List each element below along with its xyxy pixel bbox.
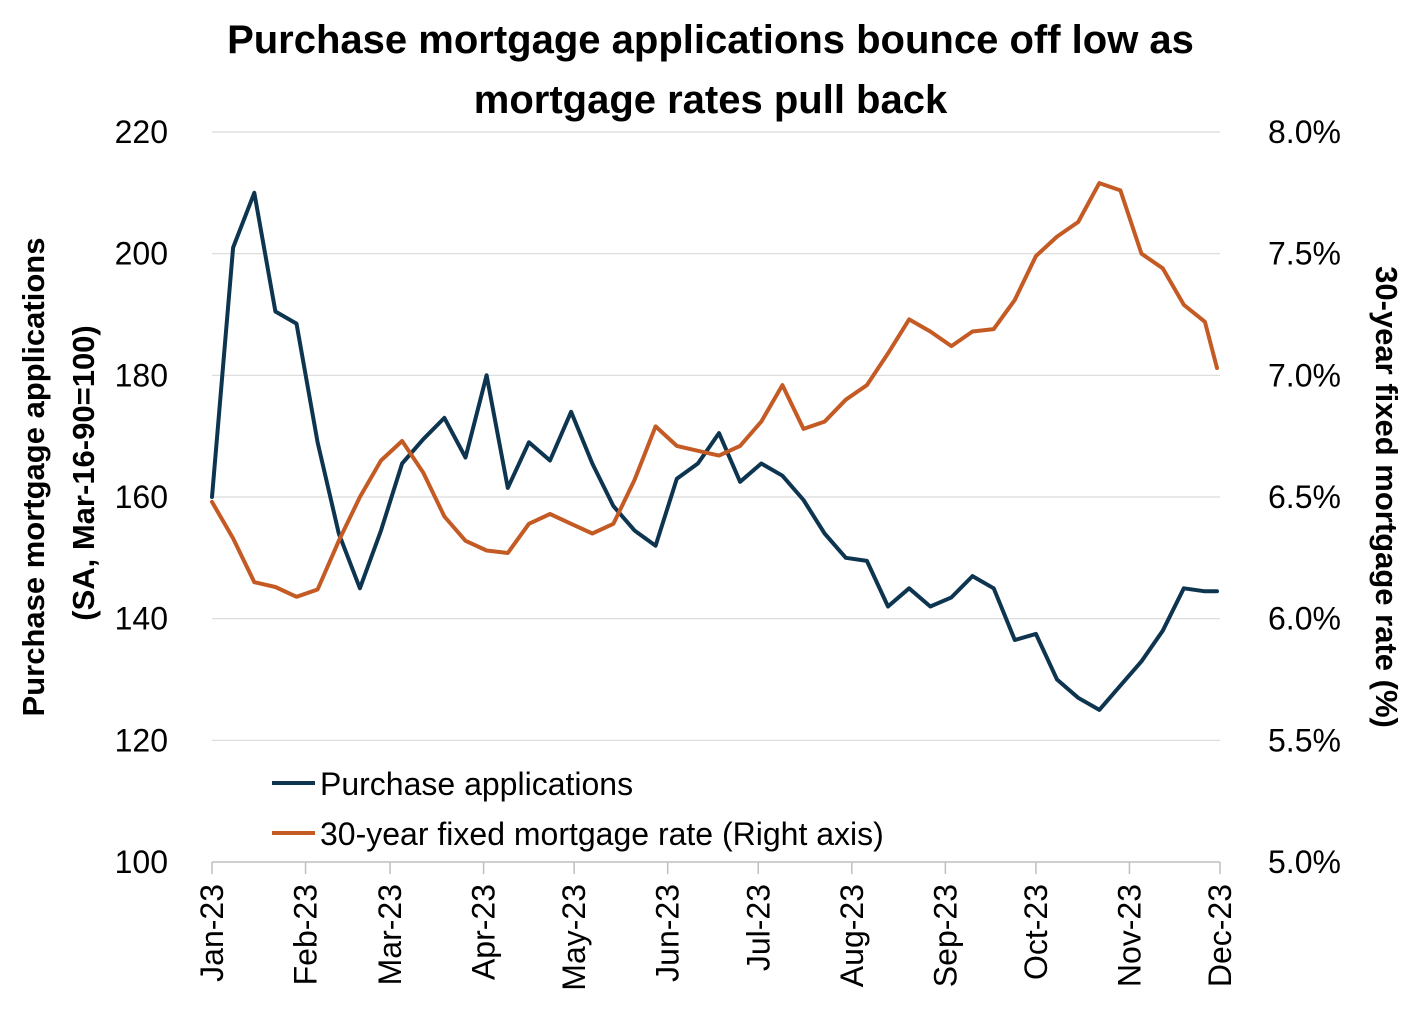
right-y-tick-label: 8.0% [1268, 114, 1341, 150]
x-tick-label: Dec-23 [1202, 884, 1238, 987]
left-y-axis-ticks: 100 120 140 160 180 200 220 [115, 114, 168, 880]
grid-lines [212, 131, 1220, 741]
x-tick-label: Apr-23 [466, 884, 502, 980]
chart-title-line-2: mortgage rates pull back [473, 78, 948, 122]
left-y-tick-label: 120 [115, 722, 168, 758]
x-tick-label: Jun-23 [650, 884, 686, 982]
legend-label-purchase: Purchase applications [320, 766, 633, 802]
x-tick-label: Oct-23 [1018, 884, 1054, 980]
x-tick-label: Jan-23 [194, 884, 230, 982]
x-tick-label: Mar-23 [372, 884, 408, 985]
left-y-tick-label: 180 [115, 357, 168, 393]
left-axis-title-line-2: (SA, Mar-16-90=100) [66, 325, 101, 621]
right-y-tick-label: 6.5% [1268, 479, 1341, 515]
right-y-tick-label: 7.0% [1268, 357, 1341, 393]
right-axis-title: 30-year fixed mortgage rate (%) [1369, 266, 1404, 728]
right-y-tick-label: 7.5% [1268, 236, 1341, 272]
left-y-tick-label: 220 [115, 114, 168, 150]
right-y-tick-label: 6.0% [1268, 601, 1341, 637]
legend: Purchase applications 30-year fixed mort… [272, 766, 884, 852]
mortgage-rate-line [210, 181, 1219, 599]
left-y-tick-label: 100 [115, 844, 168, 880]
x-tick-label: Jul-23 [740, 884, 776, 971]
x-tick-label: May-23 [556, 884, 592, 991]
left-axis-title-line-1: Purchase mortgage applications [16, 238, 51, 717]
x-tick-label: Sep-23 [927, 884, 963, 987]
right-y-tick-label: 5.0% [1268, 844, 1341, 880]
left-y-tick-label: 200 [115, 236, 168, 272]
x-axis: Jan-23 Feb-23 Mar-23 Apr-23 May-23 Jun-23 Jul-… [194, 861, 1238, 991]
x-tick-label: Feb-23 [288, 884, 324, 985]
legend-label-rate: 30-year fixed mortgage rate (Right axis) [320, 816, 884, 852]
x-tick-label: Nov-23 [1111, 884, 1147, 987]
right-y-axis-ticks: 5.0% 5.5% 6.0% 6.5% 7.0% 7.5% 8.0% [1268, 114, 1341, 880]
chart-title-line-1: Purchase mortgage applications bounce of… [227, 18, 1194, 62]
left-y-tick-label: 160 [115, 479, 168, 515]
left-y-tick-label: 140 [115, 601, 168, 637]
series-lines [210, 181, 1219, 712]
purchase-applications-line [210, 190, 1219, 712]
x-tick-label: Aug-23 [834, 884, 870, 987]
right-y-tick-label: 5.5% [1268, 722, 1341, 758]
